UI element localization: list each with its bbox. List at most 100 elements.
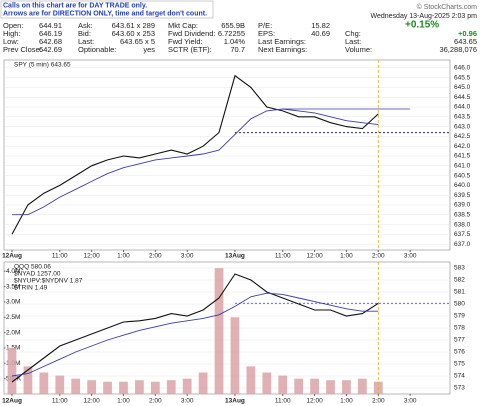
quote-label: Volume: [345, 45, 372, 54]
x-tick-label: 3:00 [404, 398, 417, 405]
quote-value: 36,288,076 [439, 45, 477, 54]
quote-value: 40.69 [311, 29, 330, 38]
x-tick-label: 3:00 [181, 253, 194, 260]
panel [3, 59, 451, 251]
y-tick-label: 578 [454, 325, 465, 332]
volume-bar [55, 375, 65, 394]
volume-bar [230, 317, 240, 394]
x-tick-label: 12Aug [2, 253, 22, 260]
legend-entry: $NYUPV:$NYDNV 1.87 [14, 278, 83, 285]
legend-entry: QQQ 580.06 [14, 264, 51, 271]
volume-bar [198, 372, 208, 394]
x-tick-label: 13Aug [225, 253, 245, 260]
price-line [11, 74, 379, 235]
volume-bar [246, 366, 256, 394]
x-tick-label: 3:00 [404, 253, 417, 260]
y-tick-label: 583 [454, 265, 465, 272]
volume-bar [326, 380, 335, 394]
note: Calls on this chart are for DAY TRADE on… [3, 2, 147, 9]
y-tick-label: 640.0 [454, 182, 471, 189]
quote-label: Last: [345, 37, 361, 46]
quote-value: 1.04% [224, 37, 246, 46]
y-tick-label: 575 [454, 361, 465, 368]
x-tick-label: 1:00 [117, 398, 130, 405]
x-tick-label: 1:00 [117, 253, 130, 260]
volume-bar [214, 268, 224, 394]
volume-bar [150, 381, 160, 394]
y2-tick-label: 4.0M [6, 268, 20, 275]
quote-value: +0.96 [458, 29, 477, 38]
volume-bar [294, 378, 304, 394]
quote-value: 644.91 [39, 21, 62, 30]
y-tick-label: 644.5 [454, 94, 471, 101]
x-tick-label: 12:00 [306, 398, 323, 405]
quote-label: Open: [3, 21, 23, 30]
y-tick-label: 582 [454, 277, 465, 284]
y2-tick-label: 2.0M [6, 329, 20, 336]
volume-bar [166, 380, 176, 394]
quote-value: 655.9B [221, 21, 245, 30]
volume-bar [182, 378, 192, 394]
x-tick-label: 12:00 [83, 398, 100, 405]
y-tick-label: 641.5 [454, 153, 471, 160]
quote-label: Fwd Yield: [168, 37, 203, 46]
quote-value: 642.68 [39, 37, 62, 46]
quote-label: Next Earnings: [258, 45, 307, 54]
y-tick-label: 574 [454, 373, 465, 380]
price-line [12, 108, 379, 216]
y2-tick-label: 2.5M [6, 314, 20, 321]
volume-bar [119, 381, 128, 394]
y-tick-label: 573 [454, 385, 465, 392]
y-tick-label: 643.0 [454, 123, 471, 130]
y2-tick-label: 3.5M [6, 283, 20, 290]
y-tick-label: 638.5 [454, 211, 471, 218]
y-tick-label: 638.0 [454, 221, 471, 228]
date: Wednesday 13-Aug-2025 2:03 pm [371, 13, 478, 20]
x-tick-label: 11:00 [52, 398, 68, 405]
quote-label: Chg: [345, 29, 361, 38]
x-tick-label: 11:00 [275, 398, 291, 405]
y-tick-label: 645.5 [454, 74, 471, 81]
change-pct: +0.15% [405, 20, 439, 31]
y-tick-label: 646.0 [454, 65, 471, 72]
volume-bar [357, 378, 367, 394]
y-tick-label: 580 [454, 301, 465, 308]
y-tick-label: 641.0 [454, 162, 471, 169]
quote-label: Mkt Cap: [168, 21, 198, 30]
quote-label: EPS: [258, 29, 275, 38]
x-tick-label: 11:00 [275, 253, 291, 260]
y-tick-label: 644.0 [454, 104, 471, 111]
x-tick-label: 1:00 [340, 398, 353, 405]
volume-bar [103, 381, 112, 394]
x-tick-label: 3:00 [181, 398, 194, 405]
note: Arrows are for DIRECTION ONLY, time and … [3, 10, 207, 17]
volume-bar [39, 372, 49, 394]
volume-bar [278, 375, 288, 394]
volume-bar [262, 372, 272, 394]
y-tick-label: 642.0 [454, 143, 471, 150]
legend-entry: $TRIN 1.49 [14, 285, 48, 292]
volume-bar [342, 380, 351, 394]
quote-value: 6.72255 [218, 29, 245, 38]
volume-bar [71, 378, 81, 394]
volume-bar [87, 380, 97, 394]
x-tick-label: 12:00 [83, 253, 100, 260]
x-tick-label: 13Aug [225, 398, 245, 405]
quote-label: Bid: [78, 29, 91, 38]
quote-label: Prev Close: [3, 45, 42, 54]
x-tick-label: 2:00 [372, 253, 385, 260]
y-tick-label: 639.0 [454, 202, 471, 209]
quote-value: 643.60 x 253 [112, 29, 155, 38]
y-tick-label: 577 [454, 337, 465, 344]
volume-bar [7, 347, 17, 394]
quote-value: yes [143, 45, 155, 54]
quote-value: 643.65 [454, 37, 477, 46]
quote-value: 642.69 [39, 45, 62, 54]
quote-label: Last: [78, 37, 94, 46]
y-tick-label: 581 [454, 289, 465, 296]
quote-label: P/E: [258, 21, 272, 30]
quote-value: 15.82 [311, 21, 330, 30]
quote-label: High: [3, 29, 21, 38]
